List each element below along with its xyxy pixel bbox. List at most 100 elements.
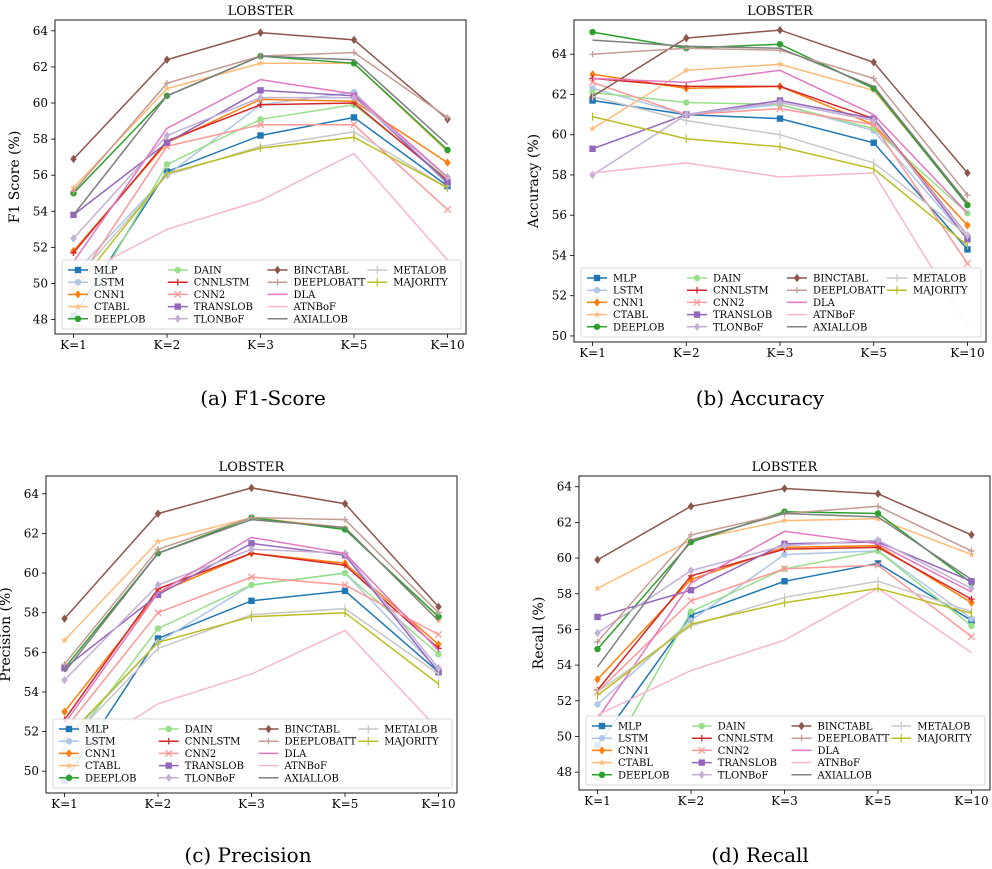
series-cnn1 bbox=[594, 541, 975, 684]
data-point-binctabl bbox=[257, 28, 264, 37]
legend-entry-lstm: LSTM bbox=[68, 278, 124, 289]
data-point-dain bbox=[687, 608, 695, 615]
legend-label: MAJORITY bbox=[393, 278, 448, 289]
legend-marker bbox=[698, 759, 705, 766]
legend-marker bbox=[65, 774, 73, 781]
series-majority bbox=[596, 584, 973, 700]
legend-entry-deeplob: DEEPLOB bbox=[587, 322, 665, 333]
legend-label: CNN2 bbox=[713, 298, 745, 309]
data-point-dain bbox=[683, 99, 690, 106]
legend-entry-binctabl: BINCTABL bbox=[258, 725, 340, 736]
x-tick-label: K=2 bbox=[678, 794, 705, 808]
legend-marker bbox=[274, 279, 281, 286]
y-tick-label: 60 bbox=[552, 128, 567, 142]
legend-entry-cnn2: CNN2 bbox=[691, 746, 749, 757]
x-tick-label: K=5 bbox=[865, 794, 892, 808]
data-point-translob bbox=[163, 139, 171, 146]
y-axis-label: Precision (%) bbox=[0, 587, 14, 682]
legend-label: CTABL bbox=[94, 302, 129, 313]
legend-entry-cnn1: CNN1 bbox=[587, 298, 645, 309]
series-axiallob bbox=[72, 55, 449, 216]
data-point-binctabl bbox=[341, 499, 349, 508]
data-point-dain bbox=[874, 547, 882, 555]
legend-entry-axiallob: AXIALLOB bbox=[267, 314, 348, 325]
y-tick-label: 64 bbox=[24, 487, 40, 501]
legend-label: MAJORITY bbox=[913, 286, 968, 297]
legend-label: TLONBoF bbox=[185, 773, 236, 784]
series-axiallob bbox=[63, 518, 440, 673]
legend-entry-atnbof: ATNBoF bbox=[258, 761, 327, 772]
data-point-translob bbox=[589, 145, 596, 152]
data-point-mlp bbox=[341, 587, 349, 595]
legend-box bbox=[52, 718, 453, 789]
legend-label: TRANSLOB bbox=[194, 302, 253, 313]
legend-label: DAIN bbox=[713, 274, 741, 285]
legend-marker bbox=[693, 274, 701, 282]
legend-entry-translob: TRANSLOB bbox=[158, 761, 244, 772]
legend-marker bbox=[74, 266, 82, 274]
legend-entry-ctabl: CTABL bbox=[68, 302, 129, 313]
legend-marker bbox=[165, 773, 172, 782]
legend-marker bbox=[798, 721, 805, 731]
legend-label: CNN1 bbox=[613, 298, 645, 309]
series-line-axiallob bbox=[63, 518, 440, 673]
legend-entry-deeplob: DEEPLOB bbox=[592, 770, 670, 781]
legend-box bbox=[585, 715, 986, 786]
y-tick-label: 58 bbox=[33, 132, 48, 146]
series-atnbof bbox=[73, 152, 449, 279]
data-point-cnnlstm bbox=[70, 249, 77, 256]
y-tick-label: 54 bbox=[557, 658, 573, 672]
series-line-dla bbox=[592, 69, 969, 214]
legend-box bbox=[61, 259, 462, 330]
legend-entry-axiallob: AXIALLOB bbox=[258, 773, 339, 784]
legend-marker bbox=[74, 315, 82, 322]
legend-entry-cnnlstm: CNNLSTM bbox=[687, 286, 769, 297]
series-dla bbox=[72, 78, 448, 263]
legend-label: DEEPLOB bbox=[613, 322, 665, 333]
data-point-binctabl bbox=[683, 33, 690, 43]
legend-label: DLA bbox=[285, 749, 308, 760]
series-line-dla bbox=[72, 78, 448, 263]
data-point-deeplob bbox=[870, 85, 877, 92]
legend-entry-metalob: METALOB bbox=[887, 274, 966, 285]
legend-label: CTABL bbox=[613, 310, 648, 321]
legend-marker bbox=[593, 310, 601, 318]
data-point-binctabl bbox=[968, 530, 975, 540]
data-point-lstm bbox=[781, 551, 788, 558]
data-point-binctabl bbox=[154, 509, 162, 518]
data-point-cnn2 bbox=[341, 581, 349, 589]
series-atnbof bbox=[597, 587, 972, 716]
legend-label: DEEPLOB bbox=[85, 773, 137, 784]
legend-marker bbox=[165, 738, 172, 745]
data-point-cnn2 bbox=[780, 565, 789, 573]
x-tick-label: K=5 bbox=[341, 338, 368, 352]
data-point-cnn1 bbox=[435, 640, 442, 649]
legend-label: CTABL bbox=[85, 761, 120, 772]
y-tick-label: 58 bbox=[557, 587, 572, 601]
data-point-ctabl bbox=[163, 84, 171, 92]
legend-entry-binctabl: BINCTABL bbox=[267, 266, 349, 277]
data-point-translob bbox=[968, 578, 975, 585]
data-point-tlonbof bbox=[154, 580, 162, 590]
data-point-dain bbox=[435, 651, 442, 658]
legend-label: CNNLSTM bbox=[718, 734, 774, 745]
data-point-mlp bbox=[257, 132, 264, 139]
data-point-cnn2 bbox=[434, 630, 443, 639]
legend-entry-dain: DAIN bbox=[167, 266, 222, 277]
series-deeplobatt bbox=[61, 514, 442, 668]
legend-label: LSTM bbox=[618, 734, 648, 745]
legend-entry-ctabl: CTABL bbox=[587, 310, 648, 321]
legend-label: MAJORITY bbox=[917, 734, 972, 745]
series-line-translob bbox=[64, 542, 440, 673]
x-tick-label: K=5 bbox=[332, 797, 359, 811]
y-tick-label: 56 bbox=[33, 168, 48, 182]
chart-svg-accuracy: LOBSTER Accuracy (%) 50 52 54 56 58 60 62 64 K=1 K=… bbox=[526, 4, 987, 360]
legend-label: ATNBoF bbox=[284, 761, 327, 772]
legend-label: DLA bbox=[813, 298, 836, 309]
legend-marker bbox=[598, 758, 606, 766]
legend-marker bbox=[693, 311, 701, 318]
legend-marker bbox=[174, 266, 181, 274]
legend-entry-translob: TRANSLOB bbox=[687, 310, 772, 321]
data-point-mlp bbox=[781, 578, 788, 585]
data-point-deeplob bbox=[874, 510, 882, 517]
